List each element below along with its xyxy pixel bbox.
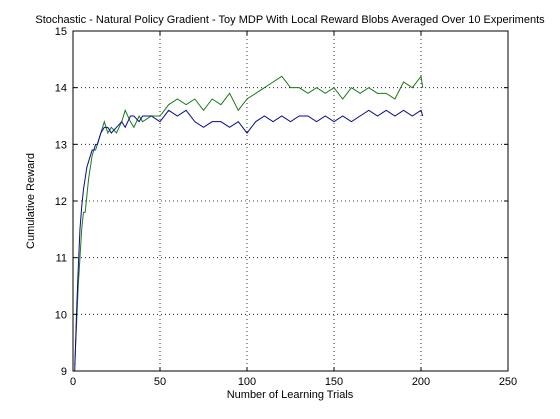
ticks-layer: 0 50 100 150 200 250 9 10 11 12 13 14 15 (55, 26, 517, 388)
y-tick-label: 12 (55, 196, 67, 208)
series-layer (74, 75, 424, 372)
y-tick-label: 14 (55, 83, 67, 95)
y-tick-label: 10 (55, 309, 67, 321)
chart-title: Stochastic - Natural Policy Gradient - T… (35, 14, 545, 26)
y-tick-label: 15 (55, 26, 67, 38)
x-tick-label: 150 (325, 376, 343, 388)
y-tick-label: 9 (61, 366, 67, 378)
y-tick-label: 13 (55, 139, 67, 151)
x-tick-label: 250 (499, 376, 517, 388)
x-tick-label: 100 (238, 376, 256, 388)
y-tick-label: 11 (56, 253, 67, 265)
series-line-2 (74, 109, 424, 372)
series-line-1 (74, 75, 424, 366)
x-axis-label: Number of Learning Trials (227, 389, 354, 401)
x-tick-label: 50 (154, 376, 166, 388)
plot-area (72, 30, 509, 372)
x-tick-label: 200 (412, 376, 430, 388)
x-tick-label: 0 (70, 376, 76, 388)
y-axis-label: Cumulative Reward (25, 153, 37, 249)
